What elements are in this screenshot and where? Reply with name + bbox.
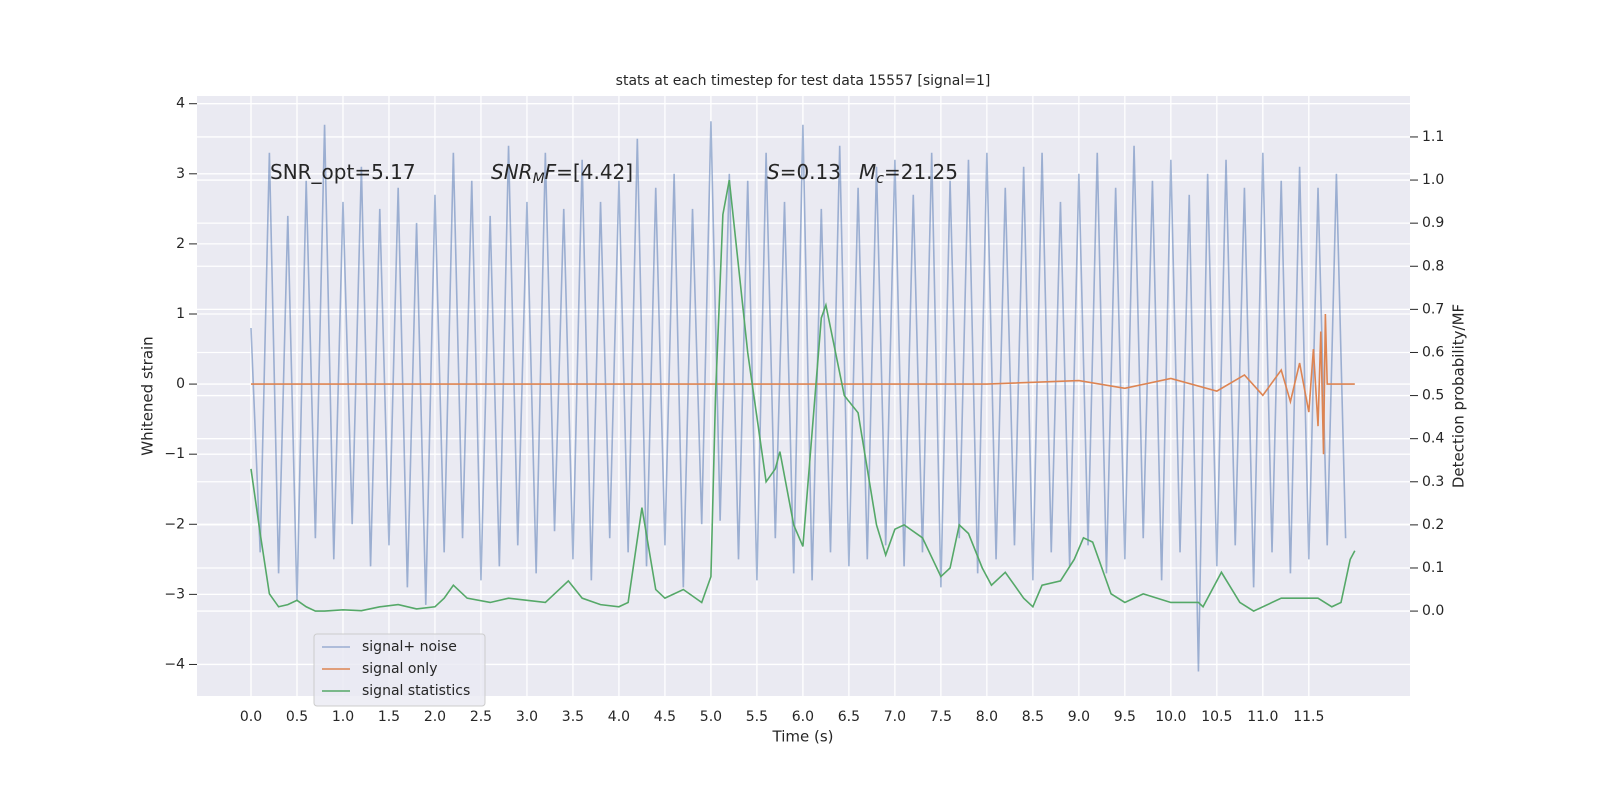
series-line <box>250 121 1347 672</box>
y-tick-label: 0 <box>176 376 185 392</box>
x-tick-label: 8.5 <box>1022 709 1044 725</box>
x-tick-label: 6.0 <box>792 709 814 725</box>
y2-tick-label: 0.7 <box>1422 301 1444 317</box>
chart-title: stats at each timestep for test data 155… <box>616 73 991 89</box>
y2-tick-label: 1.0 <box>1422 172 1444 188</box>
x-tick-label: 11.5 <box>1293 709 1324 725</box>
x-tick-label: 5.5 <box>746 709 768 725</box>
y2-tick-label: 0.6 <box>1422 344 1444 360</box>
y-tick-label: −2 <box>164 516 185 532</box>
series-line <box>250 179 1356 612</box>
y-tick-label: −4 <box>164 656 185 672</box>
y2-tick-label: 0.1 <box>1422 560 1444 576</box>
y2-tick-label: 0.3 <box>1422 474 1444 490</box>
y2-tick-label: 1.1 <box>1422 129 1444 145</box>
annotation-part: =[4.42] <box>556 160 633 184</box>
y2-tick-label: 0.5 <box>1422 388 1444 404</box>
x-tick-label: 6.5 <box>838 709 860 725</box>
x-tick-label: 9.5 <box>1114 709 1136 725</box>
x-tick-label: 3.0 <box>516 709 538 725</box>
y2-tick-label: 0.8 <box>1422 258 1444 274</box>
y-tick-label: 3 <box>176 166 185 182</box>
legend-label: signal statistics <box>362 683 470 699</box>
annotation-part: c <box>876 171 884 187</box>
x-tick-label: 8.0 <box>976 709 998 725</box>
legend-label: signal only <box>362 661 437 677</box>
x-tick-label: 1.5 <box>378 709 400 725</box>
x-tick-label: 4.5 <box>654 709 676 725</box>
annotation-part: F <box>545 160 557 184</box>
series-line <box>250 313 1355 455</box>
annotation: S=0.13 <box>767 160 841 184</box>
y-tick-label: 1 <box>176 306 185 322</box>
y2-tick-label: 0.2 <box>1422 517 1444 533</box>
legend-box <box>313 633 486 707</box>
x-tick-label: 7.5 <box>930 709 952 725</box>
x-tick-label: 10.0 <box>1155 709 1186 725</box>
y2-axis-label: Detection probability/MF <box>1450 304 1468 488</box>
annotation: SNRMF=[4.42] <box>491 160 633 188</box>
x-tick-label: 7.0 <box>884 709 906 725</box>
x-tick-label: 11.0 <box>1247 709 1278 725</box>
annotation-part: SNR_opt=5.17 <box>270 160 416 184</box>
x-tick-label: 0.5 <box>286 709 308 725</box>
annotation: SNR_opt=5.17 <box>270 160 416 184</box>
annotation-part: =21.25 <box>884 160 958 184</box>
annotation: Mc=21.25 <box>859 160 958 188</box>
x-axis-label: Time (s) <box>772 728 834 746</box>
y2-tick-label: 0.4 <box>1422 431 1444 447</box>
y-tick-label: −1 <box>164 446 185 462</box>
y-tick-label: −3 <box>164 586 185 602</box>
y2-tick-label: 0.9 <box>1422 215 1444 231</box>
annotation-part: M <box>859 160 876 184</box>
x-tick-label: 0.0 <box>240 709 262 725</box>
x-tick-label: 4.0 <box>608 709 630 725</box>
y-tick-label: 2 <box>176 236 185 252</box>
annotation-part: SNR <box>491 160 533 184</box>
x-tick-label: 5.0 <box>700 709 722 725</box>
y-tick-label: 4 <box>176 96 185 112</box>
annotation-part: M <box>533 171 545 187</box>
annotation-part: S <box>767 160 780 184</box>
x-tick-label: 2.0 <box>424 709 446 725</box>
y2-tick-label: 0.0 <box>1422 603 1444 619</box>
x-tick-label: 3.5 <box>562 709 584 725</box>
x-tick-label: 1.0 <box>332 709 354 725</box>
legend-label: signal+ noise <box>362 639 457 655</box>
x-tick-label: 10.5 <box>1201 709 1232 725</box>
x-tick-label: 9.0 <box>1068 709 1090 725</box>
y-axis-label: Whitened strain <box>139 336 157 455</box>
annotation-part: =0.13 <box>780 160 841 184</box>
x-tick-label: 2.5 <box>470 709 492 725</box>
